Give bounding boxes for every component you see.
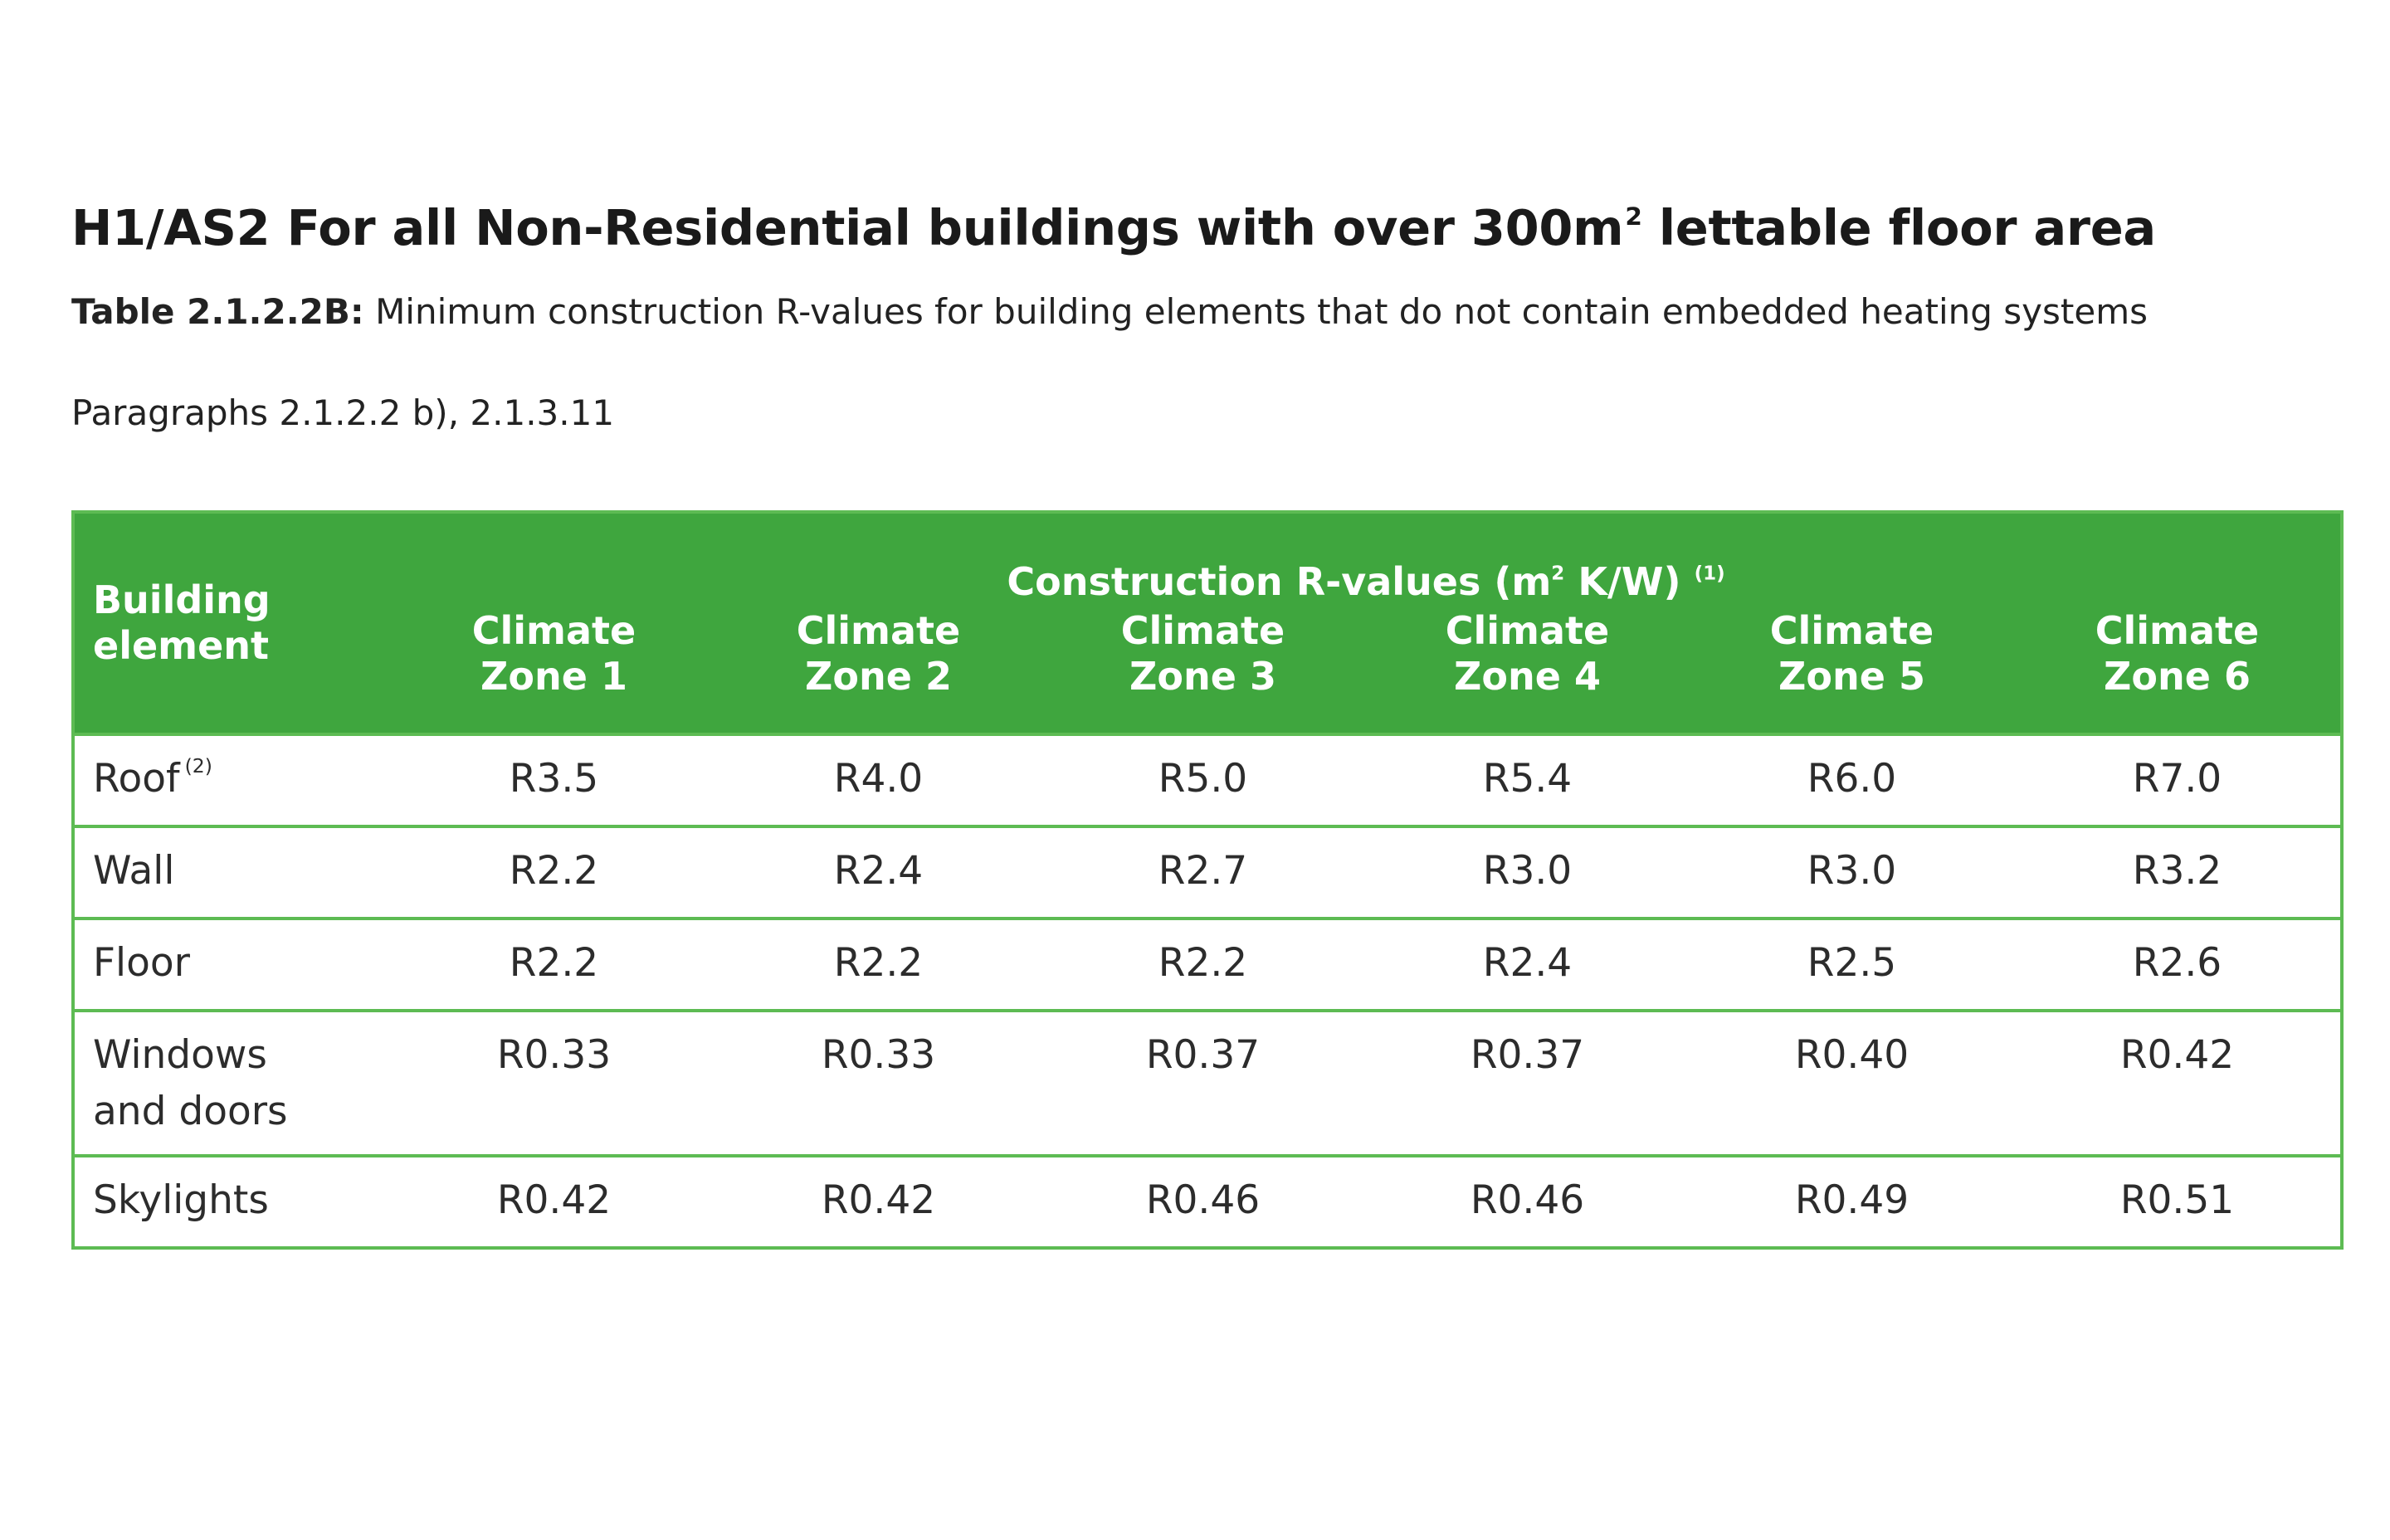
row-element-label: Roof [93,756,180,802]
row-element-skylights: Skylights [73,1154,392,1248]
zone-line1: Climate [2095,608,2260,653]
zone-line1: Climate [1769,608,1934,653]
table-cell: R2.2 [392,917,716,1011]
zone-line2: Zone 3 [1129,654,1276,699]
header-group-superscript: 2 [1551,563,1565,585]
row-element-windows-and-doors: Windows and doors [73,1009,392,1156]
row-element-roof: Roof (2) [73,733,392,826]
table-cell: R0.40 [1690,1009,2014,1156]
table-row-skylights: Skylights R0.42 R0.42 R0.46 R0.46 R0.49 … [73,1154,2342,1248]
row-element-line2: and doors [93,1089,288,1135]
table-cell: R0.42 [716,1154,1041,1248]
table-row-floor: Floor R2.2 R2.2 R2.2 R2.4 R2.5 R2.6 [73,917,2342,1011]
table-cell: R0.33 [716,1009,1041,1156]
zone-line1: Climate [1120,608,1285,653]
table-caption-label: Table 2.1.2.2B: [71,290,364,332]
table-cell: R0.42 [2014,1009,2342,1156]
table-header-row-zones: Climate Zone 1 Climate Zone 2 Climate Zone … [73,608,2342,734]
header-group-text: Construction R-values (m [1007,558,1552,604]
header-zone-5: Climate Zone 5 [1690,608,2014,734]
zone-line2: Zone 2 [805,654,952,699]
header-zone-3: Climate Zone 3 [1041,608,1365,734]
paragraph-reference: Paragraphs 2.1.2.2 b), 2.1.3.11 [71,392,615,434]
table-cell: R2.7 [1041,825,1365,919]
row-element-footnote: (2) [184,753,212,777]
table-cell: R7.0 [2014,733,2342,826]
page-title-superscript: 2 [1625,202,1642,231]
table-cell: R0.51 [2014,1154,2342,1248]
header-zone-1: Climate Zone 1 [392,608,716,734]
table-cell: R5.4 [1365,733,1690,826]
table-header-row-group: Building element Construction R-values (… [73,512,2342,734]
page-title: H1/AS2 For all Non-Residential buildings… [71,199,2345,258]
table-header: Building element Construction R-values (… [73,512,2342,734]
table-cell: R6.0 [1690,733,2014,826]
header-building-element: Building element [73,512,392,734]
header-zone-2: Climate Zone 2 [716,608,1041,734]
header-group-text-after: K/W) [1564,558,1681,604]
row-element-wall: Wall [73,825,392,919]
table-cell: R0.49 [1690,1154,2014,1248]
header-construction-r-values: Construction R-values (m2 K/W) (1) [392,512,2342,608]
r-values-table: Building element Construction R-values (… [71,510,2344,1250]
table-cell: R4.0 [716,733,1041,826]
row-element-floor: Floor [73,917,392,1011]
document-body: H1/AS2 For all Non-Residential buildings… [71,199,2345,435]
table-cell: R5.0 [1041,733,1365,826]
table-cell: R3.0 [1365,825,1690,919]
table-cell: R2.4 [1365,917,1690,1011]
table-cell: R2.5 [1690,917,2014,1011]
zone-line2: Zone 5 [1778,654,1925,699]
table-cell: R0.42 [392,1154,716,1248]
zone-line2: Zone 1 [480,654,627,699]
table-cell: R2.2 [392,825,716,919]
header-zone-4: Climate Zone 4 [1365,608,1690,734]
zone-line1: Climate [1445,608,1610,653]
table-cell: R2.4 [716,825,1041,919]
table-caption-text: Minimum construction R-values for buildi… [363,290,2148,332]
table-cell: R3.5 [392,733,716,826]
header-group-footnote: (1) [1694,563,1725,585]
table-caption: Table 2.1.2.2B: Minimum construction R-v… [71,291,2345,333]
zone-line1: Climate [471,608,637,653]
zone-line1: Climate [796,608,961,653]
table-row-roof: Roof (2) R3.5 R4.0 R5.0 R5.4 R6.0 R7.0 [73,733,2342,826]
table-cell: R0.37 [1365,1009,1690,1156]
table-body: Roof (2) R3.5 R4.0 R5.0 R5.4 R6.0 R7.0 Wa… [73,733,2342,1248]
table-cell: R0.37 [1041,1009,1365,1156]
page-title-text: H1/AS2 For all Non-Residential buildings… [71,199,1624,256]
table-cell: R3.2 [2014,825,2342,919]
table-row-wall: Wall R2.2 R2.4 R2.7 R3.0 R3.0 R3.2 [73,825,2342,919]
row-element-line1: Windows [93,1032,267,1078]
header-zone-6: Climate Zone 6 [2014,608,2342,734]
table-row-windows-and-doors: Windows and doors R0.33 R0.33 R0.37 R0.37… [73,1009,2342,1156]
table-cell: R3.0 [1690,825,2014,919]
table-cell: R2.2 [1041,917,1365,1011]
table-cell: R0.46 [1365,1154,1690,1248]
zone-line2: Zone 6 [2104,654,2251,699]
table-cell: R0.46 [1041,1154,1365,1248]
table-cell: R0.33 [392,1009,716,1156]
table-cell: R2.6 [2014,917,2342,1011]
page-title-text-after: lettable floor area [1641,199,2156,256]
zone-line2: Zone 4 [1454,654,1601,699]
table-cell: R2.2 [716,917,1041,1011]
